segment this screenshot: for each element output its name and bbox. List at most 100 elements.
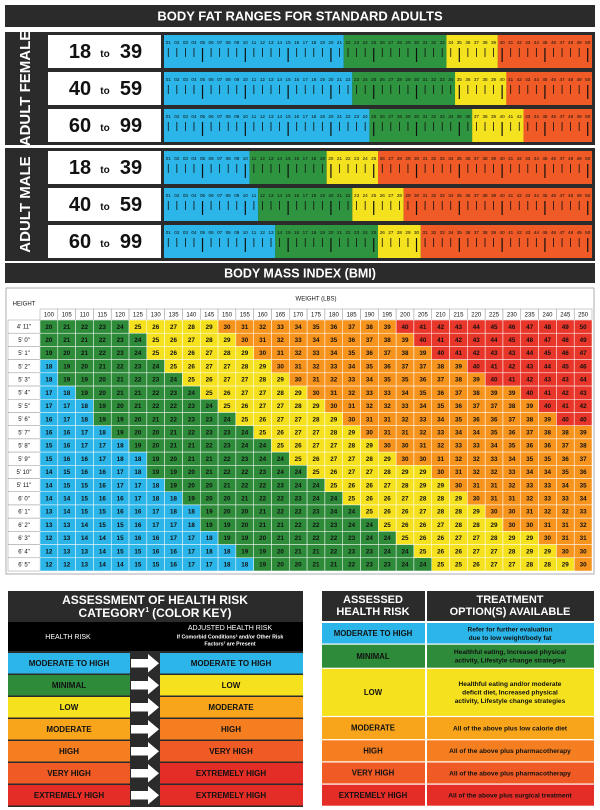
- fat-zone: [352, 72, 456, 105]
- bmi-value: 34: [508, 456, 516, 463]
- bmi-value: 13: [45, 522, 53, 529]
- treatment-risk-cell: [322, 644, 425, 668]
- bmi-value: 13: [81, 548, 89, 555]
- bmi-value: 36: [491, 416, 499, 423]
- bmi-value: 27: [312, 443, 320, 450]
- scale-label: 34: [448, 40, 454, 45]
- bmi-value: 36: [330, 324, 338, 331]
- scale-label: 48: [568, 114, 574, 119]
- scale-label: 12: [260, 193, 266, 198]
- bmi-value: 30: [508, 509, 516, 516]
- risk-label: LOW: [60, 703, 79, 712]
- scale-label: 30: [414, 156, 420, 161]
- bmi-value: 33: [473, 443, 481, 450]
- height-label: 4' 11": [17, 325, 32, 331]
- treatment-option: Healthful eating, Increased physical: [454, 649, 566, 656]
- bmi-value: 41: [544, 390, 552, 397]
- scale-label: 11: [251, 40, 256, 45]
- bmi-value: 24: [223, 416, 231, 423]
- age-box: [48, 35, 161, 68]
- bmi-value: 49: [580, 337, 588, 344]
- scale-label: 50: [585, 114, 591, 119]
- scale-label: 06: [209, 114, 215, 119]
- bmi-value: 22: [152, 403, 160, 410]
- bmi-value: 14: [99, 535, 107, 542]
- bmi-value: 31: [491, 482, 499, 489]
- bmi-value: 30: [366, 429, 374, 436]
- scale-label: 13: [268, 156, 274, 161]
- bmi-value: 29: [508, 535, 516, 542]
- bmi-value: 13: [81, 562, 89, 569]
- bmi-value: 20: [99, 377, 107, 384]
- scale-label: 16: [294, 156, 300, 161]
- bmi-value: 18: [134, 456, 142, 463]
- weight-label: 145: [204, 313, 215, 319]
- bmi-value: 38: [526, 416, 534, 423]
- bmi-value: 47: [526, 324, 534, 331]
- bmi-value: 33: [348, 377, 356, 384]
- bmi-value: 18: [188, 509, 196, 516]
- scale-label: 13: [268, 40, 274, 45]
- height-label: 5' 9": [18, 457, 30, 463]
- scale-label: 05: [200, 193, 206, 198]
- treatment-option: Refer for further evaluation: [467, 626, 552, 633]
- bmi-value: 33: [580, 509, 588, 516]
- bmi-value: 24: [206, 403, 214, 410]
- bmi-value: 32: [366, 403, 374, 410]
- bmi-value: 21: [117, 377, 125, 384]
- scale-label: 07: [217, 40, 223, 45]
- bmi-value: 23: [259, 469, 267, 476]
- bmi-value: 16: [117, 509, 125, 516]
- bmi-value: 34: [526, 469, 534, 476]
- bmi-value: 40: [526, 390, 534, 397]
- bmi-value: 23: [188, 403, 196, 410]
- scale-label: 10: [243, 77, 249, 82]
- scale-label: 37: [474, 114, 480, 119]
- scale-label: 08: [226, 156, 232, 161]
- bmi-value: 40: [473, 363, 481, 370]
- bmi-value: 36: [544, 443, 552, 450]
- scale-label: 03: [183, 193, 189, 198]
- bmi-value: 32: [330, 377, 338, 384]
- bmi-value: 27: [348, 469, 356, 476]
- bmi-value: 33: [366, 390, 374, 397]
- weight-label: 245: [560, 313, 571, 319]
- scale-label: 39: [491, 193, 497, 198]
- bmi-value: 41: [562, 403, 570, 410]
- bmi-value: 26: [455, 548, 463, 555]
- bmi-value: 22: [81, 324, 89, 331]
- bmi-value: 23: [277, 482, 285, 489]
- fat-zone: [343, 35, 447, 68]
- scale-label: 39: [491, 77, 497, 82]
- scale-label: 14: [277, 40, 283, 45]
- bmi-value: 17: [188, 562, 196, 569]
- adjusted-cell: [160, 719, 303, 740]
- height-label: 6' 3": [18, 536, 30, 542]
- bmi-value: 24: [419, 562, 427, 569]
- bmi-value: 26: [384, 496, 392, 503]
- scale-label: 43: [525, 193, 531, 198]
- bmi-value: 22: [330, 548, 338, 555]
- bmi-value: 31: [526, 509, 534, 516]
- bmi-value: 27: [223, 363, 231, 370]
- weight-label: WEIGHT (LBS): [296, 297, 337, 303]
- bmi-value: 16: [99, 496, 107, 503]
- bmi-value: 27: [491, 562, 499, 569]
- risk-key-subtitle: CATEGORY1 (COLOR KEY): [79, 606, 232, 620]
- scale-label: 19: [320, 40, 326, 45]
- scale-label: 33: [440, 77, 446, 82]
- weight-label: 110: [80, 313, 90, 319]
- bmi-value: 16: [170, 562, 178, 569]
- bmi-value: 40: [419, 337, 427, 344]
- bmi-value: 20: [277, 562, 285, 569]
- bmi-value: 18: [45, 363, 53, 370]
- bmi-value: 19: [45, 350, 53, 357]
- bmi-value: 17: [134, 496, 142, 503]
- bmi-value: 24: [312, 496, 320, 503]
- bmi-value: 25: [152, 337, 160, 344]
- age-from: 40: [69, 194, 91, 216]
- bmi-value: 31: [491, 496, 499, 503]
- scale-label: 04: [191, 114, 197, 119]
- bmi-value: 41: [437, 337, 445, 344]
- bmi-value: 42: [580, 403, 588, 410]
